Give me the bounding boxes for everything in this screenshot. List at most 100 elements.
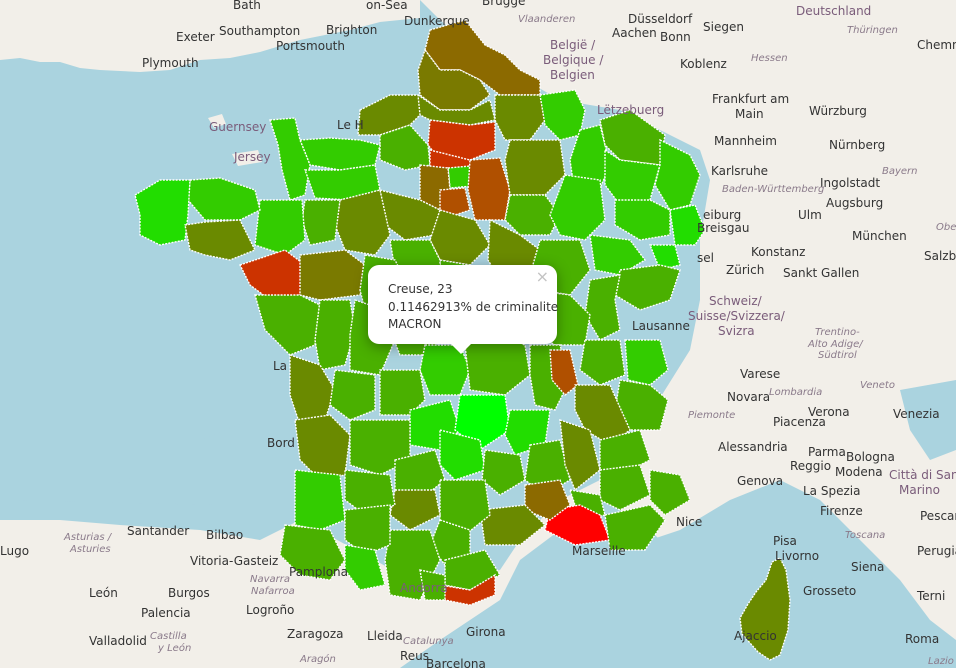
place-label: Lugo [0, 544, 29, 558]
place-label: Modena [835, 465, 883, 479]
place-label: Siegen [703, 20, 744, 34]
place-label: Baden-Württemberg [722, 184, 824, 195]
place-label: Belgique / [543, 53, 604, 67]
close-icon[interactable]: × [535, 267, 549, 286]
place-label: Le H [337, 118, 364, 132]
department-orne [304, 164, 381, 201]
department-drome [559, 418, 601, 492]
place-label: Brighton [326, 23, 377, 37]
department-charente [329, 369, 376, 421]
place-label: Aragón [299, 653, 336, 665]
place-label: Chemni [917, 38, 956, 52]
place-label: Perugia [917, 544, 956, 558]
department-haut-rhin [669, 204, 706, 246]
place-label: Ulm [798, 208, 822, 222]
department-mayenne [301, 199, 341, 246]
department-rhone [549, 349, 579, 396]
place-label: Hessen [751, 53, 788, 64]
department-cantal [439, 429, 486, 481]
place-label: eiburg [703, 208, 741, 222]
place-label: Pisa [773, 534, 797, 548]
department-morbihan [184, 219, 256, 261]
place-label: Sankt Gallen [783, 266, 859, 280]
popup-rate: 0.11462913% de criminalite [388, 299, 559, 314]
department-deux-sevres [314, 299, 356, 371]
place-label: Nafarroa [251, 586, 295, 597]
place-label: Thüringen [847, 25, 898, 36]
place-label: Veneto [860, 380, 895, 391]
place-label: Pescara [920, 509, 956, 523]
department-bouches-du-rhone [544, 504, 611, 546]
place-label: Vlaanderen [518, 14, 575, 25]
department-hautes-pyrenees [344, 544, 386, 591]
place-label: Pamplona [289, 565, 348, 579]
place-label: Palencia [141, 606, 191, 620]
department-lozere [481, 449, 526, 496]
place-label: Burgos [168, 586, 210, 600]
department-maine-et-loire [299, 249, 366, 301]
place-label: Bilbao [206, 528, 243, 542]
place-label: Portsmouth [276, 39, 345, 53]
place-label: Logroño [246, 603, 294, 617]
place-label: Marino [899, 483, 940, 497]
place-label: België / [550, 38, 596, 52]
place-label: León [89, 586, 118, 600]
department-gard [524, 479, 571, 521]
place-label: Bologna [846, 450, 895, 464]
place-label: Guernsey [209, 120, 266, 134]
popup-candidate: MACRON [388, 317, 442, 331]
department-alpes-maritimes [649, 469, 691, 516]
place-label: Barcelona [426, 657, 486, 668]
department-ille-et-vilaine [254, 199, 306, 256]
department-cotes-darmor [187, 177, 261, 221]
popup-title: Creuse, 23 [388, 282, 453, 296]
place-label: Piacenza [773, 415, 826, 429]
place-label: Nürnberg [829, 138, 885, 152]
place-label: Belgien [550, 68, 595, 82]
place-label: Jersey [233, 150, 271, 164]
popup-tip [450, 343, 472, 354]
department-corse[interactable] [739, 557, 791, 661]
place-label: Andorra [400, 581, 448, 595]
place-label: Würzburg [809, 104, 867, 118]
place-label: Lleida [367, 629, 403, 643]
place-label: Zaragoza [287, 627, 343, 641]
department-vendee [254, 294, 321, 356]
place-label: Exeter [176, 30, 215, 44]
department-haute-marne [549, 174, 606, 241]
place-label: Brugge [482, 0, 525, 8]
place-label: Marseille [572, 544, 626, 558]
place-label: Lëtzebuerg [597, 103, 664, 117]
place-label: Valladolid [89, 634, 147, 648]
place-label: Ingolstadt [820, 176, 880, 190]
department-oise [427, 119, 496, 161]
place-label: Terni [916, 589, 945, 603]
mediterranean-sea [0, 380, 956, 668]
department-manche [269, 117, 311, 201]
place-label: La [273, 359, 287, 373]
place-label: Genova [737, 474, 783, 488]
place-label: Asturias / [63, 532, 113, 543]
place-label: Varese [740, 367, 780, 381]
place-label: Konstanz [751, 245, 805, 259]
place-label: Santander [127, 524, 189, 538]
place-label: Bord [267, 436, 295, 450]
place-label: Düsseldorf [628, 12, 693, 26]
place-label: Grosseto [803, 584, 856, 598]
department-var [604, 504, 666, 551]
place-label: Piemonte [688, 410, 735, 421]
place-label: Zürich [726, 263, 764, 277]
place-label: Augsburg [826, 196, 883, 210]
department-puy-de-dome [454, 394, 511, 451]
place-label: Bath [233, 0, 261, 12]
place-label: Aachen [612, 26, 657, 40]
place-label: Bonn [660, 30, 691, 44]
place-label: Siena [851, 560, 884, 574]
place-label: Vitoria-Gasteiz [190, 554, 278, 568]
department-pyrenees-atlantiques [279, 524, 346, 581]
place-label: Lausanne [632, 319, 690, 333]
place-label: Alto Adige/ [807, 339, 864, 350]
department-haute-savoie [624, 339, 669, 386]
place-label: sel [697, 251, 714, 265]
